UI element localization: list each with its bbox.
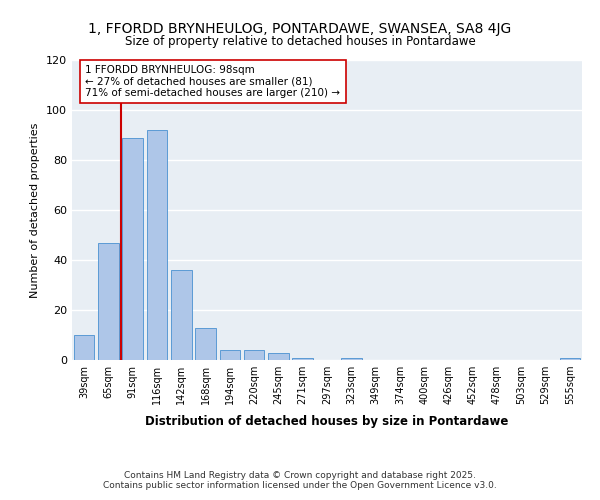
Bar xyxy=(122,138,143,360)
Text: 1 FFORDD BRYNHEULOG: 98sqm
← 27% of detached houses are smaller (81)
71% of semi: 1 FFORDD BRYNHEULOG: 98sqm ← 27% of deta… xyxy=(85,65,340,98)
Y-axis label: Number of detached properties: Number of detached properties xyxy=(31,122,40,298)
Bar xyxy=(171,270,191,360)
Text: Size of property relative to detached houses in Pontardawe: Size of property relative to detached ho… xyxy=(125,35,475,48)
Bar xyxy=(146,130,167,360)
Bar xyxy=(560,358,580,360)
Bar xyxy=(74,335,94,360)
Bar xyxy=(220,350,240,360)
Text: Contains HM Land Registry data © Crown copyright and database right 2025.
Contai: Contains HM Land Registry data © Crown c… xyxy=(103,470,497,490)
Bar xyxy=(98,242,119,360)
Bar xyxy=(244,350,265,360)
Bar xyxy=(341,358,362,360)
Bar xyxy=(268,352,289,360)
Text: 1, FFORDD BRYNHEULOG, PONTARDAWE, SWANSEA, SA8 4JG: 1, FFORDD BRYNHEULOG, PONTARDAWE, SWANSE… xyxy=(88,22,512,36)
X-axis label: Distribution of detached houses by size in Pontardawe: Distribution of detached houses by size … xyxy=(145,416,509,428)
Bar xyxy=(292,358,313,360)
Bar xyxy=(195,328,216,360)
